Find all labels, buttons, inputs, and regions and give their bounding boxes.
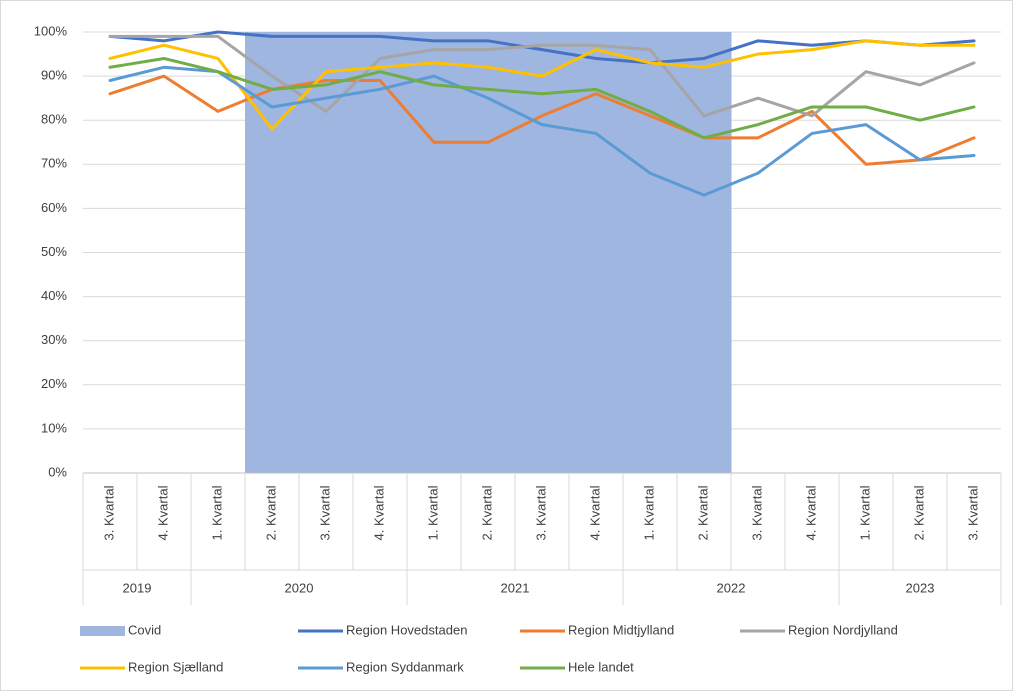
legend-swatch (80, 626, 125, 636)
x-tick-label: 2. Kvartal (695, 485, 710, 540)
y-tick-label: 30% (41, 332, 67, 347)
y-tick-label: 80% (41, 112, 67, 127)
line (108, 34, 976, 118)
legend-label: Region Nordjylland (788, 622, 898, 637)
bar (677, 32, 732, 473)
x-tick-label: 2. Kvartal (479, 485, 494, 540)
group-label: 2021 (501, 580, 530, 595)
x-tick-label: 1. Kvartal (425, 485, 440, 540)
legend-label: Region Hovedstaden (346, 622, 467, 637)
bar (515, 32, 570, 473)
y-tick-label: 60% (41, 200, 67, 215)
bar (623, 32, 678, 473)
x-tick-label: 4. Kvartal (803, 485, 818, 540)
legend-label: Region Sjælland (128, 659, 223, 674)
x-tick-label: 3. Kvartal (101, 485, 116, 540)
x-tick-label: 3. Kvartal (317, 485, 332, 540)
group-label: 2019 (123, 580, 152, 595)
line (108, 39, 976, 131)
y-tick-label: 0% (48, 464, 67, 479)
legend-label: Covid (128, 622, 161, 637)
bar (353, 32, 408, 473)
x-tick-label: 1. Kvartal (857, 485, 872, 540)
legend-label: Hele landet (568, 659, 634, 674)
x-tick-label: 2. Kvartal (263, 485, 278, 540)
line (108, 30, 976, 65)
x-tick-label: 1. Kvartal (209, 485, 224, 540)
x-tick-label: 1. Kvartal (641, 485, 656, 540)
bar-layer (245, 32, 732, 473)
legend-label: Region Syddanmark (346, 659, 464, 674)
y-tick-label: 100% (34, 23, 68, 38)
bar (299, 32, 354, 473)
bar (407, 32, 462, 473)
group-label: 2023 (906, 580, 935, 595)
x-tick-label: 2. Kvartal (911, 485, 926, 540)
group-label: 2022 (717, 580, 746, 595)
y-tick-label: 50% (41, 244, 67, 259)
x-tick-label: 4. Kvartal (155, 485, 170, 540)
bar (569, 32, 624, 473)
y-tick-label: 40% (41, 288, 67, 303)
line (108, 65, 976, 197)
bar (461, 32, 516, 473)
y-tick-label: 10% (41, 420, 67, 435)
y-tick-label: 20% (41, 376, 67, 391)
x-tick-label: 3. Kvartal (965, 485, 980, 540)
x-tick-label: 4. Kvartal (587, 485, 602, 540)
legend-label: Region Midtjylland (568, 622, 674, 637)
x-tick-label: 3. Kvartal (533, 485, 548, 540)
line (108, 56, 976, 140)
y-tick-label: 90% (41, 68, 67, 83)
group-label: 2020 (285, 580, 314, 595)
x-tick-label: 3. Kvartal (749, 485, 764, 540)
x-tick-label: 4. Kvartal (371, 485, 386, 540)
y-tick-label: 70% (41, 156, 67, 171)
